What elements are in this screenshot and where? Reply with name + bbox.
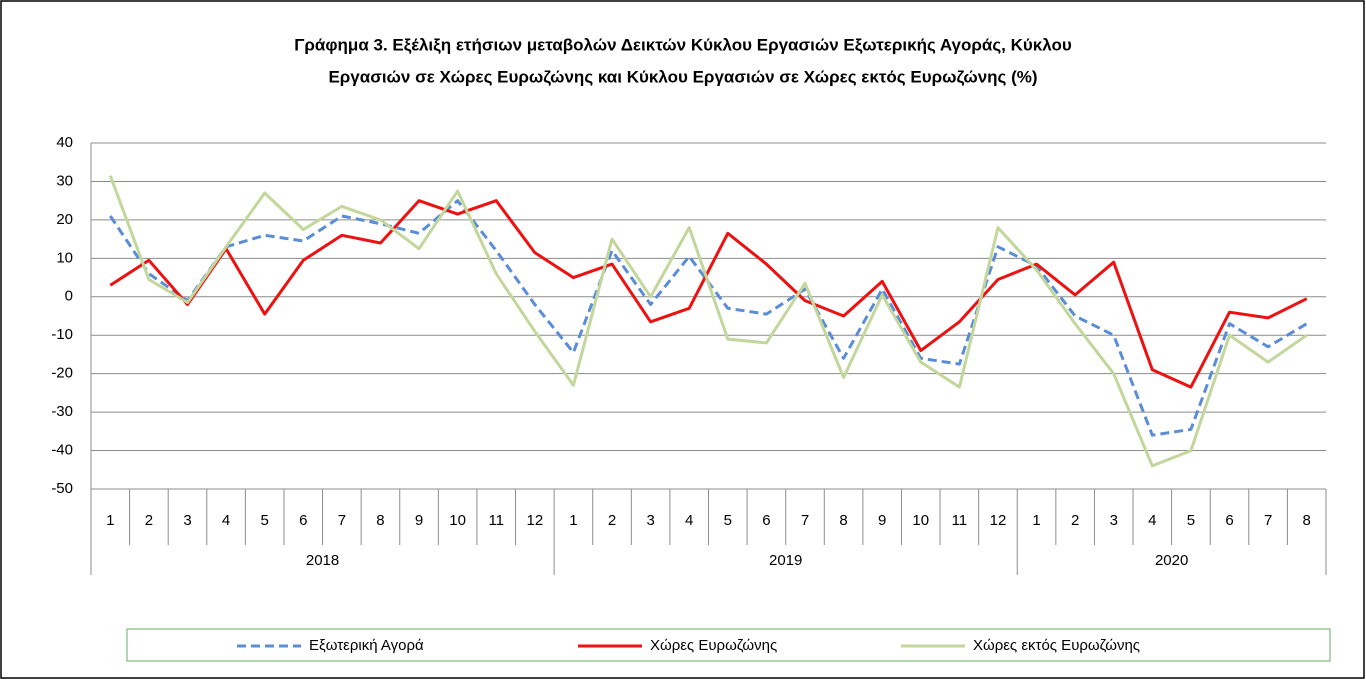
x-tick-label: 3 [1110,512,1118,529]
x-tick-label: 8 [839,512,847,529]
x-tick-label: 2 [145,512,153,529]
y-tick-label: -20 [51,365,73,382]
x-tick-label: 6 [762,512,770,529]
x-tick-label: 11 [488,512,504,529]
x-tick-label: 8 [1303,512,1311,529]
x-tick-label: 3 [646,512,654,529]
x-tick-label: 11 [952,512,968,529]
x-tick-label: 6 [1225,512,1233,529]
x-tick-label: 4 [222,512,230,529]
x-tick-label: 4 [685,512,693,529]
x-tick-label: 12 [526,512,543,529]
x-tick-label: 1 [1032,512,1040,529]
y-tick-label: 40 [56,134,73,151]
x-tick-label: 5 [1187,512,1195,529]
y-tick-label: 10 [56,249,73,266]
chart-title: Γράφημα 3. Εξέλιξη ετήσιων μεταβολών Δει… [294,35,1072,54]
y-tick-label: -40 [51,442,73,459]
x-tick-label: 12 [990,512,1007,529]
chart-title: Εργασιών σε Χώρες Ευρωζώνης και Κύκλου Ε… [328,67,1037,86]
x-tick-label: 7 [1264,512,1272,529]
x-tick-label: 2 [608,512,616,529]
x-tick-label: 5 [724,512,732,529]
legend-label: Χώρες εκτός Ευρωζώνης [973,637,1140,654]
y-tick-label: 20 [56,211,73,228]
legend-box [126,628,1331,662]
series-line [108,175,1308,468]
x-tick-label: 6 [299,512,307,529]
y-tick-label: -50 [51,480,73,497]
legend-label: Εξωτερική Αγορά [309,637,424,654]
x-tick-label: 3 [183,512,191,529]
year-label: 2019 [769,552,802,569]
x-tick-label: 9 [878,512,886,529]
x-tick-label: 7 [338,512,346,529]
y-tick-label: 30 [56,172,73,189]
y-tick-label: -30 [51,403,73,420]
x-tick-label: 2 [1071,512,1079,529]
x-tick-label: 4 [1148,512,1156,529]
x-tick-label: 8 [376,512,384,529]
legend-label: Χώρες Ευρωζώνης [650,637,777,654]
x-tick-label: 1 [569,512,577,529]
y-tick-label: 0 [65,288,73,305]
x-tick-label: 10 [912,512,929,529]
x-tick-label: 10 [449,512,466,529]
year-label: 2018 [306,552,339,569]
x-tick-label: 5 [261,512,269,529]
series-line [109,199,1308,389]
x-tick-label: 1 [106,512,114,529]
x-tick-label: 9 [415,512,423,529]
y-tick-label: -10 [51,326,73,343]
x-tick-label: 7 [801,512,809,529]
year-label: 2020 [1155,552,1188,569]
